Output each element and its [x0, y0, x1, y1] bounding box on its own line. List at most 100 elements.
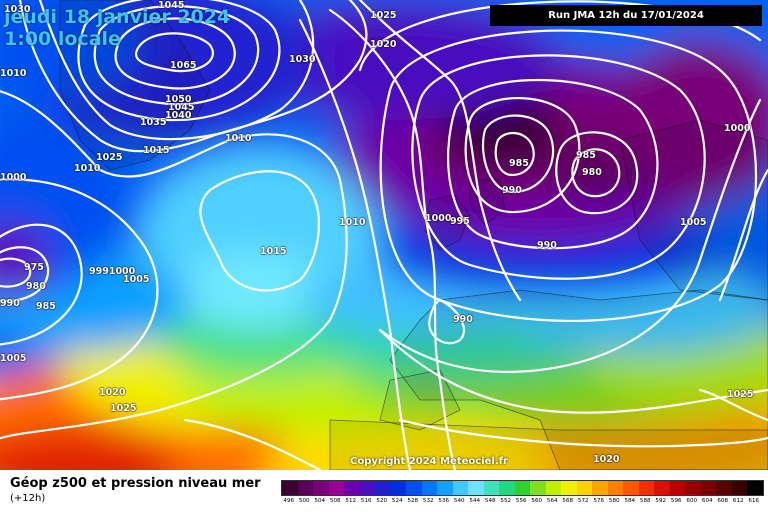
- isobar-label: 1010: [225, 133, 252, 144]
- isobars: [0, 0, 768, 470]
- scale-value: 508: [329, 498, 341, 504]
- scale-value: 512: [345, 498, 357, 504]
- isobar-label: 985: [36, 301, 56, 312]
- isobar-label: 995: [450, 216, 470, 227]
- scale-value: 544: [469, 498, 481, 504]
- isobar-label: 1005: [0, 353, 27, 364]
- model-run-label: Run JMA 12h du 17/01/2024: [490, 5, 762, 26]
- isobar-label: 1040: [165, 110, 192, 121]
- scale-swatch: [592, 481, 608, 495]
- scale-value: 604: [701, 498, 713, 504]
- isobar-label: 1045: [158, 0, 185, 11]
- isobar-label: 1000: [0, 172, 27, 183]
- forecast-date-block: jeudi 18 janvier 2024 1:00 locale: [4, 6, 230, 50]
- isobar-label: 990: [0, 298, 20, 309]
- scale-value: 540: [453, 498, 465, 504]
- scale-swatch: [561, 481, 577, 495]
- scale-value: 532: [422, 498, 434, 504]
- scale-value: 596: [670, 498, 682, 504]
- scale-value: 600: [686, 498, 698, 504]
- scale-swatch: [313, 481, 329, 495]
- isobar-label: 1035: [140, 117, 167, 128]
- scale-swatch: [499, 481, 515, 495]
- isobar-label: 9991000: [89, 266, 136, 277]
- isobar-label: 1015: [260, 246, 287, 257]
- scale-swatch: [437, 481, 453, 495]
- scale-swatch: [747, 481, 763, 495]
- scale-value: 524: [391, 498, 403, 504]
- scale-value: 588: [639, 498, 651, 504]
- isobar-label: 1020: [370, 39, 397, 50]
- isobar-label: 1025: [96, 152, 123, 163]
- isobar-label: 990: [537, 240, 557, 251]
- scale-swatch: [654, 481, 670, 495]
- scale-swatch: [669, 481, 685, 495]
- scale-swatch: [576, 481, 592, 495]
- scale-value: 580: [608, 498, 620, 504]
- weather-map: jeudi 18 janvier 2024 1:00 locale Run JM…: [0, 0, 768, 470]
- scale-value: 496: [283, 498, 295, 504]
- scale-swatch: [452, 481, 468, 495]
- legend-title: Géop z500 et pression niveau mer: [10, 476, 261, 491]
- forecast-local-time: 1:00 locale: [4, 28, 121, 50]
- scale-swatch: [530, 481, 546, 495]
- scale-value: 552: [500, 498, 512, 504]
- isobar-label: 1025: [110, 403, 137, 414]
- scale-value: 608: [717, 498, 729, 504]
- isobar-label: 1065: [170, 60, 197, 71]
- scale-value: 584: [624, 498, 636, 504]
- isobar-label: 990: [453, 314, 473, 325]
- isobar-label: 1010: [74, 163, 101, 174]
- scale-swatch: [359, 481, 375, 495]
- scale-swatch: [700, 481, 716, 495]
- scale-swatch: [514, 481, 530, 495]
- scale-value: 536: [438, 498, 450, 504]
- scale-swatch: [716, 481, 732, 495]
- scale-swatch: [685, 481, 701, 495]
- scale-swatch: [375, 481, 391, 495]
- scale-value: 500: [298, 498, 310, 504]
- isobar-label: 1005: [680, 217, 707, 228]
- isobar-label: 1015: [143, 145, 170, 156]
- scale-swatch: [731, 481, 747, 495]
- isobar-label: 1000: [724, 123, 751, 134]
- map-canvas: [0, 0, 768, 470]
- scale-value: 560: [531, 498, 543, 504]
- isobar-label: 1000: [425, 213, 452, 224]
- scale-swatch: [390, 481, 406, 495]
- legend-subtitle: (+12h): [10, 493, 46, 504]
- scale-value: 516: [360, 498, 372, 504]
- scale-swatch: [282, 481, 298, 495]
- scale-value: 548: [484, 498, 496, 504]
- scale-swatch: [468, 481, 484, 495]
- isobar-label: 985: [576, 150, 596, 161]
- scale-value: 576: [593, 498, 605, 504]
- isobar-label: 1010: [0, 68, 27, 79]
- isobar-label: 1030: [289, 54, 316, 65]
- scale-value: 572: [577, 498, 589, 504]
- scale-value: 568: [562, 498, 574, 504]
- scale-swatch: [623, 481, 639, 495]
- scale-swatch: [638, 481, 654, 495]
- copyright-notice: Copyright 2024 Meteociel.fr: [350, 456, 508, 467]
- scale-swatch: [328, 481, 344, 495]
- scale-value: 612: [732, 498, 744, 504]
- scale-value: 528: [407, 498, 419, 504]
- scale-swatch: [545, 481, 561, 495]
- scale-value: 616: [748, 498, 760, 504]
- scale-value: 564: [546, 498, 558, 504]
- isobar-label: 1005: [123, 274, 150, 285]
- color-scale: [281, 480, 764, 496]
- isobar-label: 1050: [165, 94, 192, 105]
- isobar-label: 980: [582, 167, 602, 178]
- scale-value: 520: [376, 498, 388, 504]
- isobar-label: 1025: [370, 10, 397, 21]
- isobar-label: 1020: [99, 387, 126, 398]
- isobar-label: 1045: [168, 102, 195, 113]
- geopotential-field: [0, 0, 768, 470]
- scale-swatch: [421, 481, 437, 495]
- scale-swatch: [607, 481, 623, 495]
- color-scale-labels: 496 500 504 508 512 516 520 524 528 532 536 540 544 5…: [281, 498, 762, 504]
- scale-value: 504: [314, 498, 326, 504]
- isobar-label: 990: [502, 185, 522, 196]
